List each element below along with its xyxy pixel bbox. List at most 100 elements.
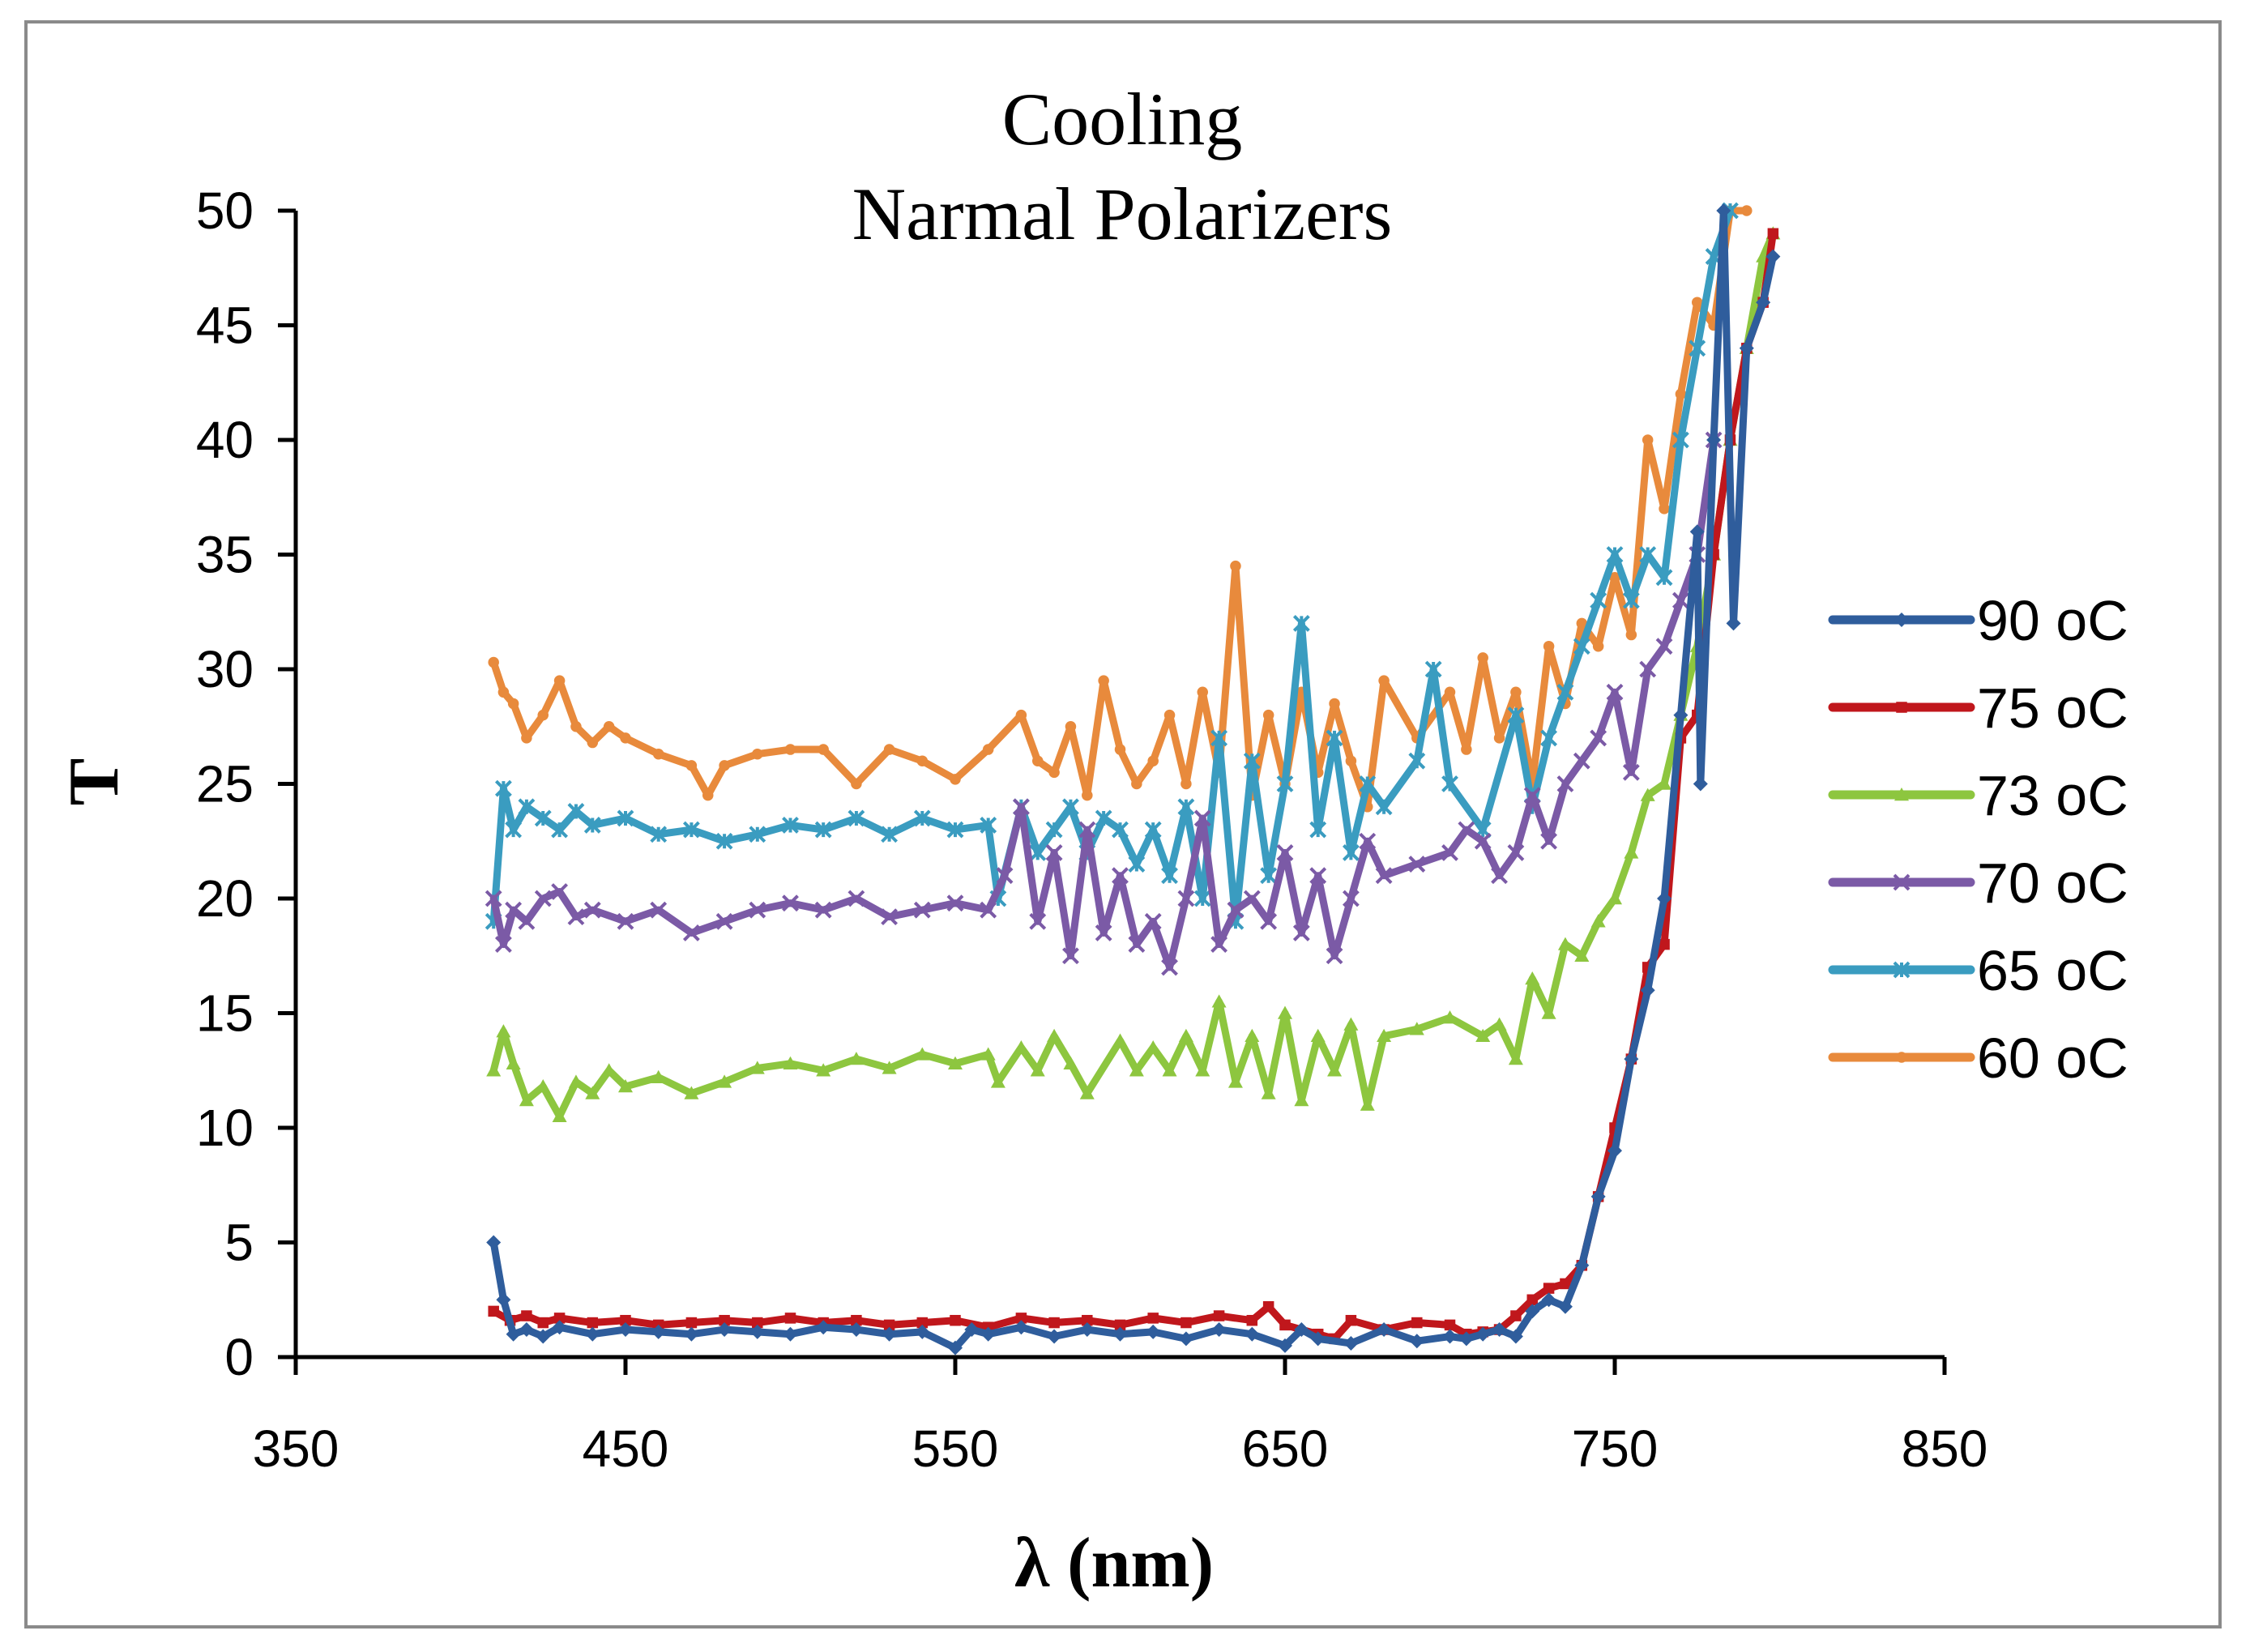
data-point-65-oc (551, 821, 569, 839)
data-point-90-oc (1689, 524, 1705, 540)
data-point-70-oc (1227, 901, 1245, 919)
data-point-65-oc (682, 821, 700, 839)
data-point-75-oc (1411, 1317, 1423, 1329)
data-point-70-oc (583, 901, 601, 919)
data-point-73-oc (1063, 1056, 1078, 1069)
data-point-65-oc (1112, 821, 1129, 839)
data-point-90-oc (980, 1326, 996, 1342)
data-point-65-oc (1210, 729, 1228, 747)
data-point-73-oc (1245, 1028, 1260, 1042)
data-point-65-oc (1029, 843, 1047, 861)
data-point-70-oc (913, 901, 931, 919)
data-point-65-oc (1193, 890, 1211, 907)
data-point-75-oc (1444, 1319, 1456, 1331)
data-point-70-oc (1112, 867, 1129, 885)
data-point-65-oc (1507, 706, 1525, 724)
data-point-70-oc (749, 901, 766, 919)
data-point-65-oc (1622, 591, 1640, 609)
data-point-73-oc (783, 1056, 798, 1069)
x-tick-label: 650 (1242, 1419, 1329, 1478)
data-point-65-oc (847, 809, 865, 827)
y-tick-label: 45 (196, 297, 254, 355)
data-point-75-oc (1015, 1313, 1027, 1324)
legend-label: 70 oC (1977, 852, 2128, 915)
data-point-70-oc (1540, 832, 1558, 850)
data-point-75-oc (685, 1317, 698, 1329)
series-70-oc (485, 431, 1723, 976)
data-point-70-oc (1359, 832, 1377, 850)
data-point-65-oc (1424, 660, 1442, 678)
data-point-75-oc (1560, 1278, 1571, 1290)
data-point-70-oc (1441, 843, 1458, 861)
data-point-70-oc (1655, 638, 1673, 655)
data-point-75-oc (1526, 1294, 1538, 1305)
data-point-73-oc (1475, 1028, 1491, 1042)
data-point-73-oc (980, 1047, 996, 1061)
data-point-73-oc (1146, 1039, 1161, 1054)
data-point-70-oc (980, 901, 997, 919)
data-point-73-oc (651, 1069, 666, 1083)
data-point-90-oc (1310, 1331, 1326, 1347)
data-point-65-oc (1326, 729, 1343, 747)
data-point-65-oc (980, 817, 997, 834)
data-point-60-oc (1592, 640, 1604, 652)
data-point-60-oc (1625, 629, 1637, 641)
data-point-73-oc (618, 1079, 633, 1093)
data-point-60-oc (883, 744, 895, 755)
data-point-73-oc (585, 1086, 600, 1099)
data-point-90-oc (506, 1326, 521, 1342)
data-point-75-oc (1659, 938, 1670, 950)
data-point-90-oc (1525, 1304, 1540, 1319)
data-point-70-oc (1375, 867, 1393, 885)
data-point-70-oc (1622, 763, 1640, 781)
data-point-90-oc (651, 1324, 666, 1339)
data-point-70-oc (1590, 729, 1607, 747)
data-point-70-oc (485, 890, 502, 907)
data-point-70-oc (782, 894, 799, 912)
data-point-70-oc (1606, 683, 1624, 701)
data-point-73-oc (506, 1056, 521, 1069)
y-tick-label: 15 (196, 984, 254, 1043)
data-point-75-oc (784, 1313, 796, 1324)
data-point-65-oc (567, 803, 585, 820)
legend-item-73-oc: 73 oC (1828, 764, 2128, 827)
data-point-75-oc (752, 1317, 763, 1329)
data-point-65-oc (518, 798, 536, 816)
data-point-70-oc (1012, 798, 1030, 816)
data-point-73-oc (1278, 1005, 1292, 1019)
data-point-73-oc (1030, 1063, 1045, 1077)
y-tick-label: 50 (196, 181, 254, 240)
legend-marker (1893, 961, 1911, 979)
data-point-73-oc (1624, 845, 1639, 859)
data-point-65-oc (715, 832, 733, 850)
data-point-90-oc (1726, 616, 1741, 631)
data-point-90-oc (1178, 1331, 1193, 1347)
data-point-90-oc (1756, 295, 1771, 310)
data-point-90-oc (1541, 1292, 1556, 1308)
data-point-65-oc (617, 809, 634, 827)
data-point-65-oc (1276, 775, 1294, 792)
data-point-70-oc (1128, 936, 1146, 954)
legend-label: 73 oC (1977, 764, 2128, 827)
data-point-73-oc (915, 1047, 930, 1061)
data-point-70-oc (551, 883, 569, 900)
data-point-90-oc (1673, 707, 1689, 723)
data-point-73-oc (1343, 1017, 1359, 1031)
data-point-60-oc (1576, 617, 1588, 630)
data-point-70-oc (617, 912, 634, 930)
x-axis-title: λ (nm) (1014, 1524, 1214, 1603)
data-point-60-oc (620, 732, 631, 744)
data-point-90-oc (1492, 1322, 1507, 1338)
data-point-60-oc (1163, 709, 1176, 721)
data-point-65-oc (1689, 339, 1706, 357)
data-point-60-oc (521, 732, 532, 744)
y-tick-label: 25 (196, 755, 254, 813)
data-point-90-oc (1458, 1331, 1474, 1347)
data-point-70-oc (1260, 912, 1278, 930)
legend-marker (1896, 1052, 1907, 1063)
data-point-60-oc (1082, 789, 1093, 801)
data-point-90-oc (1590, 1189, 1606, 1204)
data-point-90-oc (1245, 1326, 1260, 1342)
legend-marker (1893, 873, 1911, 891)
data-point-70-oc (1193, 809, 1211, 827)
